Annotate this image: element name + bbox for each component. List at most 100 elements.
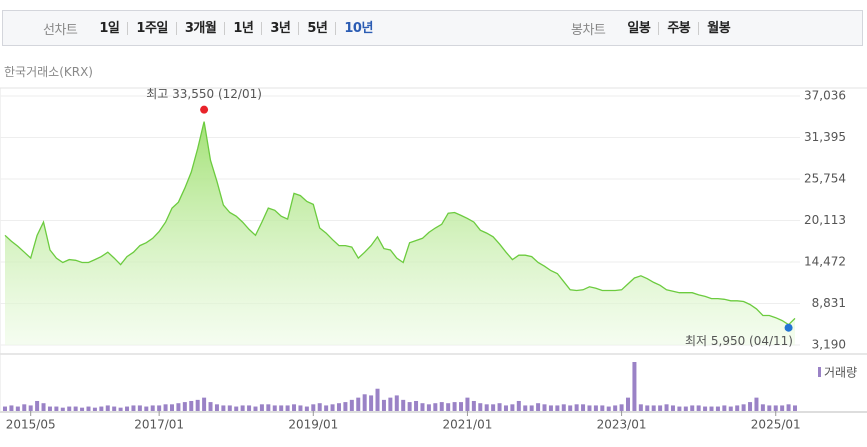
x-tick-label: 2017/01 [134, 418, 184, 432]
x-tick-label: 2025/01 [751, 418, 801, 432]
volume-bar [587, 405, 592, 411]
low-marker [784, 323, 793, 332]
y-tick-label: 37,036 [804, 89, 846, 103]
volume-bar [754, 397, 759, 411]
candle-tab[interactable]: 일봉 [627, 20, 651, 36]
candle-tab[interactable]: 월봉 [698, 21, 738, 35]
volume-bar [446, 403, 451, 411]
volume-bar [748, 402, 753, 411]
y-tick-label: 14,472 [804, 255, 846, 269]
candle-tab[interactable]: 주봉 [658, 21, 698, 35]
volume-bar [484, 404, 489, 411]
volume-bar [452, 402, 457, 411]
volume-bar [176, 403, 181, 411]
volume-bar [793, 405, 797, 411]
x-tick-label: 2021/01 [443, 418, 493, 432]
volume-bar [767, 405, 772, 411]
volume-bar [542, 404, 547, 411]
low-label: 최저 5,950 (04/11) [685, 334, 793, 348]
y-tick-label: 25,754 [804, 172, 846, 186]
volume-bar [125, 406, 130, 411]
x-tick-label: 2019/01 [288, 418, 338, 432]
volume-bar [465, 397, 470, 411]
volume-bar [22, 404, 27, 411]
volume-bar [144, 406, 149, 411]
volume-bar [414, 400, 419, 411]
line-chart-tabs: 선차트 1일 1주일 3개월 1년 3년 5년 10년 [43, 11, 381, 45]
volume-bar [529, 405, 534, 411]
volume-bar [503, 405, 508, 411]
volume-bar [86, 406, 91, 411]
source-label: 한국거래소(KRX) [4, 65, 93, 79]
volume-bar [317, 403, 322, 411]
volume-bar [664, 404, 669, 411]
volume-bar [41, 403, 46, 411]
volume-bar [343, 402, 348, 411]
volume-bar [561, 404, 566, 411]
volume-bar [645, 405, 650, 411]
volume-bar [169, 404, 174, 411]
volume-bar [683, 406, 688, 411]
volume-bar [401, 399, 406, 411]
tab-bar: 선차트 1일 1주일 3개월 1년 3년 5년 10년 봉차트 일봉 주봉 월봉 [2, 10, 863, 46]
volume-bar [491, 404, 496, 411]
volume-bar [67, 406, 72, 411]
volume-bar [555, 405, 560, 411]
volume-legend-swatch [818, 367, 821, 377]
volume-bar [80, 407, 85, 411]
period-tab[interactable]: 1년 [224, 21, 261, 35]
volume-bar [298, 405, 303, 411]
candle-chart-tabs: 봉차트 일봉 주봉 월봉 [571, 11, 738, 45]
volume-bar [150, 405, 155, 411]
period-tab[interactable]: 3년 [261, 21, 298, 35]
volume-bar [279, 405, 284, 411]
period-tab[interactable]: 5년 [298, 21, 335, 35]
volume-bar [234, 406, 239, 411]
price-line [4, 121, 796, 326]
volume-bar [600, 405, 605, 411]
period-tab[interactable]: 1일 [99, 20, 120, 36]
volume-bar [459, 402, 464, 411]
volume-bar [439, 402, 444, 411]
volume-bar [9, 405, 14, 411]
volume-bar [478, 403, 483, 411]
volume-bar [388, 397, 393, 411]
volume-bar [99, 406, 104, 411]
period-tab[interactable]: 3개월 [175, 21, 224, 35]
volume-bar [606, 406, 611, 411]
volume-bar [227, 405, 232, 411]
volume-bar [381, 399, 386, 411]
volume-bar [728, 406, 733, 411]
volume-bar [375, 388, 380, 411]
period-tab[interactable]: 1주일 [127, 21, 175, 35]
volume-bar [581, 404, 586, 411]
candle-chart-label: 봉차트 [571, 22, 606, 38]
volume-bar [259, 404, 264, 411]
y-tick-label: 8,831 [812, 296, 846, 310]
volume-bar [497, 403, 502, 411]
volume-bar [394, 395, 399, 411]
volume-bar [272, 405, 277, 411]
volume-bar [214, 404, 219, 411]
volume-bar [510, 404, 515, 411]
volume-bar [426, 404, 431, 411]
volume-bar [47, 406, 52, 411]
period-tab[interactable]: 10년 [335, 21, 381, 35]
volume-bar [638, 404, 643, 411]
volume-bar [330, 404, 335, 411]
volume-bar [324, 405, 329, 411]
area-fill [5, 121, 795, 345]
volume-bar [163, 404, 168, 411]
volume-bar [626, 397, 631, 411]
volume-bar [137, 405, 142, 411]
volume-bar [28, 405, 33, 411]
volume-bar [221, 405, 226, 411]
volume-bar [690, 405, 695, 411]
volume-bar [195, 399, 200, 411]
volume-bar [651, 405, 656, 411]
volume-bar [73, 406, 78, 411]
y-tick-label: 3,190 [812, 338, 846, 352]
x-tick-label: 2015/05 [6, 418, 56, 432]
